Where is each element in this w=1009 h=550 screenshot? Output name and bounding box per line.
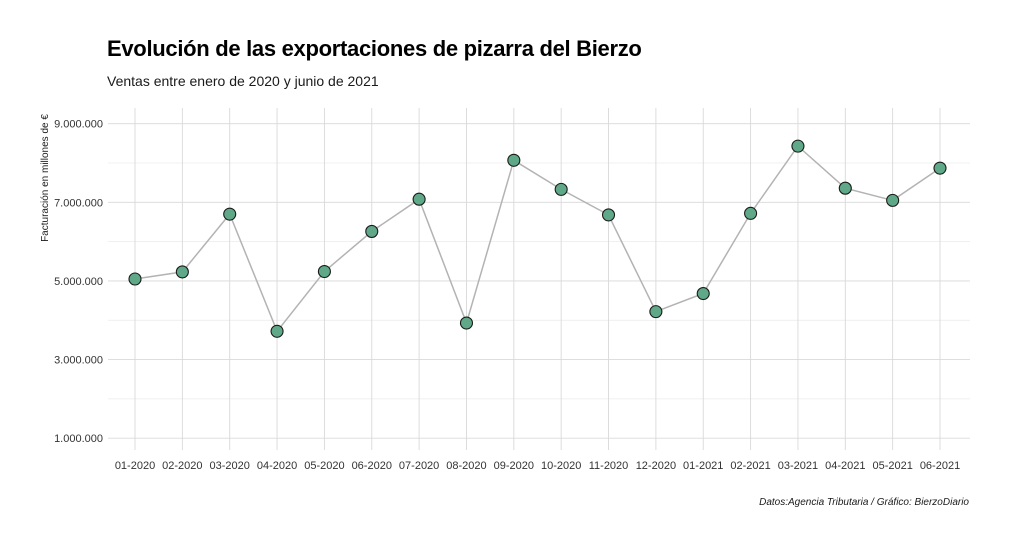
data-point — [270, 324, 284, 338]
data-point — [128, 272, 142, 286]
x-tick-label: 02-2021 — [730, 460, 770, 472]
x-tick-label: 01-2021 — [683, 460, 723, 472]
data-point — [696, 286, 710, 301]
data-point — [412, 192, 426, 206]
x-tick-label: 04-2021 — [825, 460, 865, 472]
series-line-layer — [134, 144, 941, 333]
x-tick-label: 02-2020 — [162, 460, 202, 472]
x-tick-label: 06-2021 — [920, 460, 960, 472]
data-point — [791, 139, 805, 153]
data-point — [507, 153, 521, 167]
x-tick-label: 08-2020 — [446, 460, 486, 472]
data-point — [886, 193, 900, 207]
x-tick-label: 03-2020 — [210, 460, 250, 472]
x-tick-label: 06-2020 — [352, 460, 392, 472]
series-line — [134, 144, 941, 333]
x-tick-label: 01-2020 — [115, 460, 155, 472]
tick-labels-layer: 1.000.000 3.000.000 5.000.000 7.000.000 9.00… — [54, 119, 960, 472]
data-point — [175, 265, 189, 279]
source-caption: Datos:Agencia Tributaria / Gráfico: Bier… — [759, 497, 969, 508]
grid-layer — [108, 108, 970, 450]
data-point — [459, 316, 474, 330]
chart-title: Evolución de las exportaciones de pizarr… — [107, 36, 642, 61]
y-tick-label: 9.000.000 — [54, 119, 103, 131]
data-point — [317, 264, 331, 279]
x-tick-label: 07-2020 — [399, 460, 439, 472]
x-tick-label: 03-2021 — [778, 460, 818, 472]
x-tick-label: 12-2020 — [636, 460, 676, 472]
chart-subtitle: Ventas entre enero de 2020 y junio de 20… — [107, 73, 379, 89]
data-point — [554, 182, 568, 196]
data-point — [933, 161, 947, 175]
x-tick-label: 05-2021 — [872, 460, 912, 472]
data-point — [601, 208, 616, 222]
x-tick-label: 05-2020 — [304, 460, 344, 472]
y-tick-label: 5.000.000 — [54, 276, 103, 288]
data-points-layer — [128, 139, 947, 338]
x-tick-label: 04-2020 — [257, 460, 297, 472]
y-tick-label: 1.000.000 — [54, 433, 103, 445]
data-point — [365, 224, 379, 238]
x-tick-label: 10-2020 — [541, 460, 581, 472]
data-point — [649, 305, 663, 319]
data-point — [838, 181, 852, 195]
y-tick-label: 3.000.000 — [54, 355, 103, 367]
data-point — [744, 206, 758, 220]
y-axis-title: Facturación en millones de € — [40, 114, 51, 242]
x-tick-label: 11-2020 — [589, 460, 629, 472]
y-tick-label: 7.000.000 — [54, 197, 103, 209]
x-tick-label: 09-2020 — [494, 460, 534, 472]
data-point — [223, 207, 237, 221]
